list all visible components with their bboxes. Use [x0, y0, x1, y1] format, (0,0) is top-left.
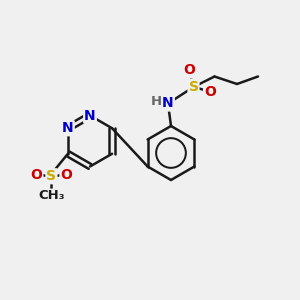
Text: O: O	[31, 168, 42, 182]
Text: CH₃: CH₃	[38, 189, 65, 202]
Text: S: S	[188, 80, 199, 94]
Text: O: O	[204, 85, 216, 98]
Text: O: O	[61, 168, 72, 182]
Text: N: N	[84, 109, 96, 122]
Text: O: O	[183, 64, 195, 77]
Text: N: N	[162, 97, 174, 110]
Text: N: N	[62, 121, 74, 135]
Text: S: S	[46, 169, 56, 183]
Text: H: H	[151, 94, 162, 108]
